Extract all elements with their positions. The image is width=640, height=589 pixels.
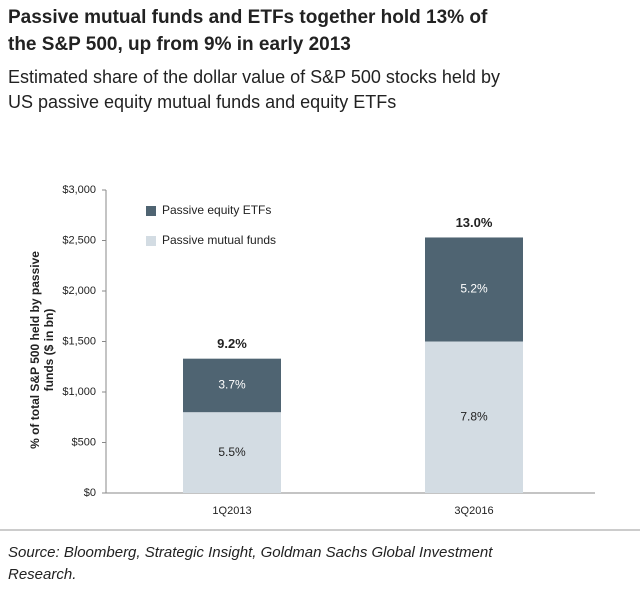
legend-label: Passive equity ETFs xyxy=(162,203,271,217)
y-tick-label: $1,000 xyxy=(62,386,96,398)
total-label: 13.0% xyxy=(456,215,493,230)
legend-swatch xyxy=(146,206,156,216)
y-tick-label: $500 xyxy=(72,436,96,448)
y-tick-label: $3,000 xyxy=(62,184,96,196)
chart-title: the S&P 500, up from 9% in early 2013 xyxy=(8,34,351,55)
bar-segment xyxy=(183,358,281,413)
bar-segment xyxy=(425,341,523,493)
total-label: 9.2% xyxy=(217,336,247,351)
y-axis-label-line: funds ($ in bn) xyxy=(42,309,56,392)
bar-segment xyxy=(425,237,523,342)
legend-label: Passive mutual funds xyxy=(162,233,276,247)
source: Research. xyxy=(8,566,76,583)
legend-swatch xyxy=(146,236,156,246)
segment-label: 7.8% xyxy=(460,409,488,423)
segment-label: 3.7% xyxy=(218,378,246,392)
segment-label: 5.5% xyxy=(218,445,246,459)
x-tick-label: 1Q2013 xyxy=(212,505,251,517)
y-tick-label: $2,000 xyxy=(62,285,96,297)
y-tick-label: $1,500 xyxy=(62,335,96,347)
y-axis-label-line: % of total S&P 500 held by passive xyxy=(28,251,42,449)
subtitle: US passive equity mutual funds and equit… xyxy=(8,92,396,112)
bar-segment xyxy=(183,412,281,493)
y-axis-label: % of total S&P 500 held by passive funds… xyxy=(28,251,56,449)
y-tick-label: $2,500 xyxy=(62,234,96,246)
y-tick-label: $0 xyxy=(84,487,96,499)
x-tick-label: 3Q2016 xyxy=(454,505,493,517)
subtitle: Estimated share of the dollar value of S… xyxy=(8,67,500,87)
chart-title: Passive mutual funds and ETFs together h… xyxy=(8,7,488,28)
source: Source: Bloomberg, Strategic Insight, Go… xyxy=(8,544,493,561)
segment-label: 5.2% xyxy=(460,282,488,296)
